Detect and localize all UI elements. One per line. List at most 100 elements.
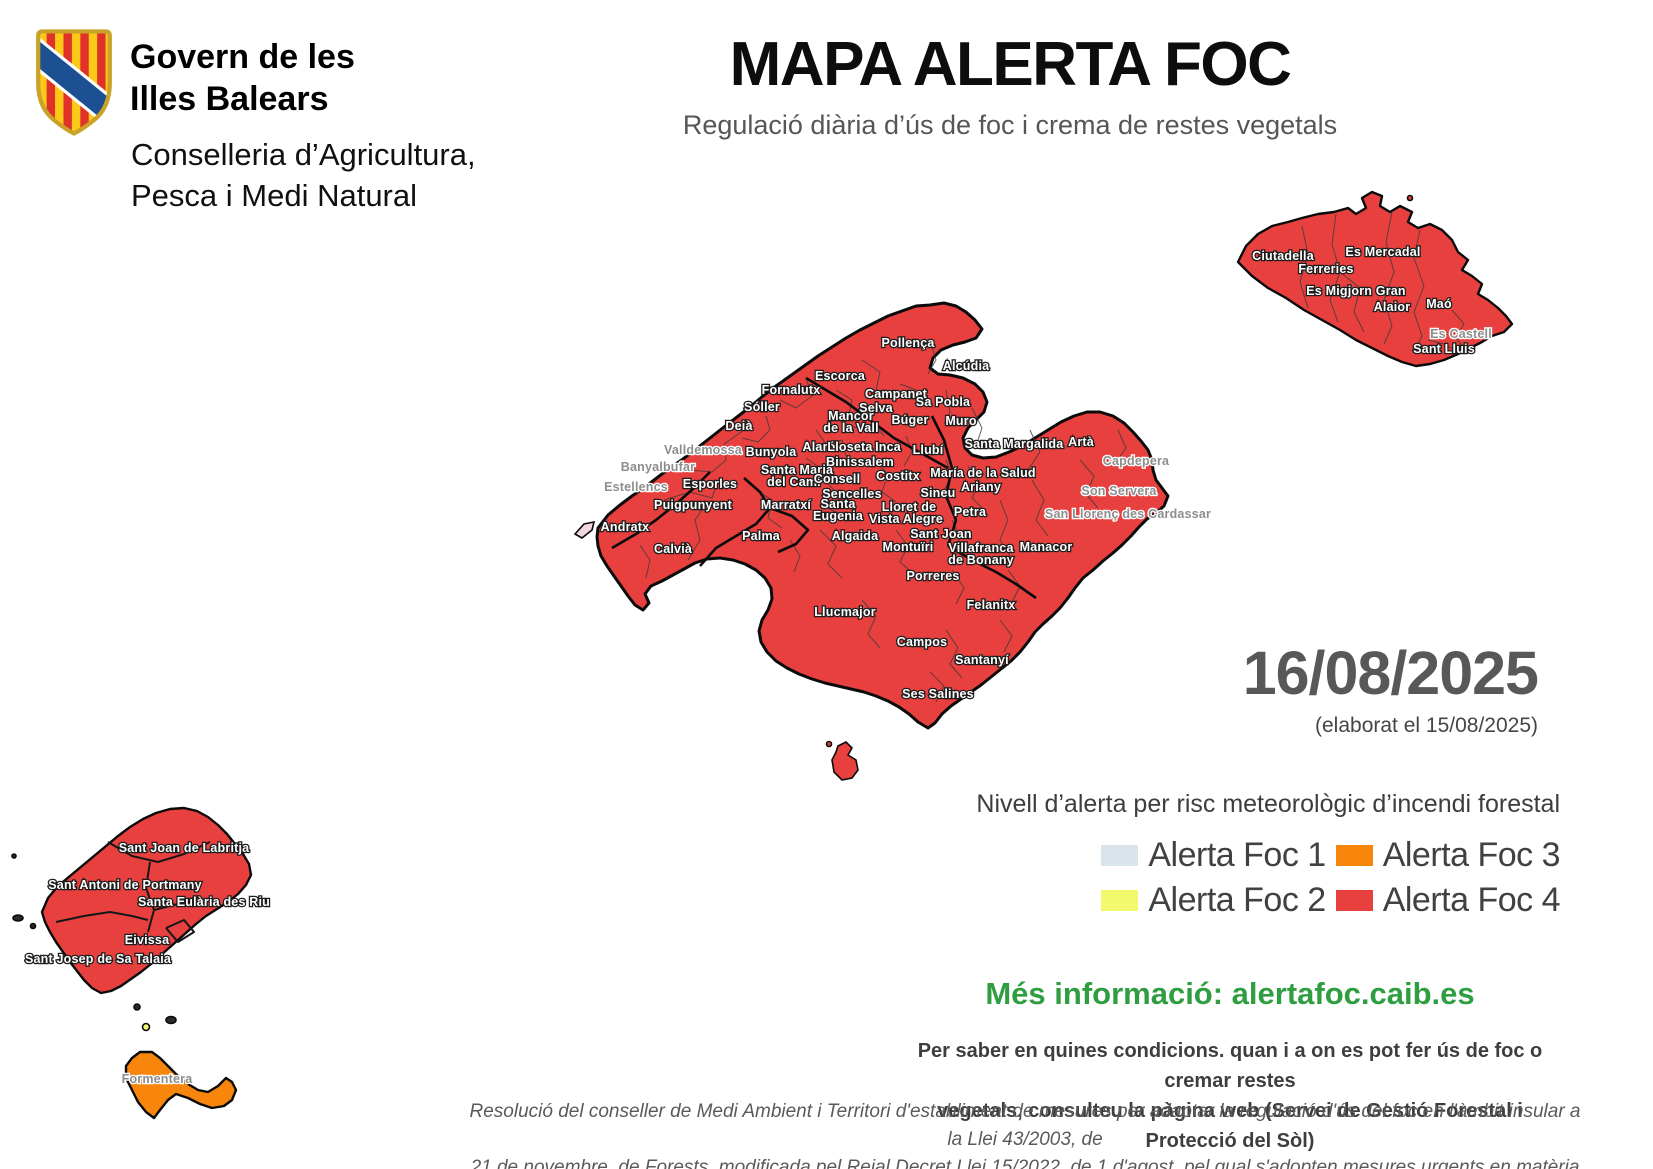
page-subtitle: Regulació diària d’ús de foc i crema de …: [682, 110, 1338, 140]
municipality-label: Formentera: [122, 1072, 194, 1086]
municipality-label: Porreres: [906, 569, 959, 583]
title-block: MAPA ALERTA FOC Regulació diària d’ús de…: [620, 32, 1400, 141]
municipality-label: Pollença: [881, 336, 935, 350]
org-name: Govern de les Illes Balears: [130, 36, 355, 120]
municipality-label: Vista Alegre: [869, 512, 943, 526]
elaboration-date: (elaborat el 15/08/2025): [1315, 714, 1538, 737]
department-name: Conselleria d’Agricultura, Pesca i Medi …: [131, 134, 476, 216]
eivissa-north-islet: [11, 853, 17, 859]
municipality-label: Santanyí: [955, 653, 1009, 667]
municipality-label: Eivissa: [125, 933, 170, 947]
municipality-label: Sa Pobla: [916, 395, 971, 409]
municipality-label: Selva: [859, 401, 894, 415]
municipality-label: María de la Salud: [930, 466, 1036, 480]
municipality-label: Lloret de: [882, 500, 937, 514]
conditions-text: Per saber en quines condicions. quan i a…: [900, 1036, 1560, 1156]
municipality-label: Sant Josep de Sa Talaia: [25, 952, 172, 966]
municipality-label: Alaró: [803, 440, 836, 454]
municipality-label: Santa Maria: [761, 463, 834, 477]
municipality-label: Consell: [814, 472, 861, 486]
municipality-label: San Llorenç des Cardassar: [1045, 507, 1211, 521]
department-line1: Conselleria d’Agricultura,: [131, 137, 476, 172]
municipality-label: Inca: [875, 440, 902, 454]
municipality-label: Llucmajor: [814, 605, 876, 619]
municipality-label: Valldemossa: [664, 443, 743, 457]
municipality-label: Es Mercadal: [1345, 245, 1420, 259]
org-name-line2: Illes Balears: [130, 80, 329, 118]
legend-title: Nivell d’alerta per risc meteorològic d’…: [976, 790, 1560, 818]
municipality-label: Ses Salines: [902, 687, 974, 701]
municipality-label: Sineu: [920, 486, 955, 500]
municipality-label: Lloseta: [827, 440, 873, 454]
eivissa-island-group: [11, 806, 253, 1032]
mallorca-labels: Pollença Alcúdia Escorca Fornalutx Sólle…: [599, 335, 1212, 703]
legend-swatch-foc1: [1101, 845, 1139, 866]
department-line2: Pesca i Medi Natural: [131, 178, 418, 213]
menorca-island-group: [1236, 190, 1514, 368]
municipality-label: Alcúdia: [943, 359, 990, 373]
legend-label-foc2: Alerta Foc 2: [1148, 881, 1326, 919]
municipality-label: Deià: [725, 419, 752, 433]
municipality-label: Es Migjorn Gran: [1306, 284, 1406, 298]
municipality-label: Es Castell: [1430, 327, 1492, 341]
shield-stripes: [38, 31, 110, 134]
legend-label-foc4: Alerta Foc 4: [1382, 881, 1561, 919]
conditions-line1: Per saber en quines condicions. quan i a…: [917, 1040, 1543, 1092]
es-freus-islet-1: [133, 1003, 141, 1011]
municipality-label: Sóller: [744, 400, 780, 414]
espalmador-islet: [141, 1022, 151, 1032]
eivissa-island: [40, 806, 253, 995]
municipality-label: Sant Joan de Labritja: [119, 841, 250, 855]
municipality-label: Sant Antoni de Portmany: [48, 878, 201, 892]
eivissa-labels: Sant Joan de Labritja Sant Antoni de Por…: [24, 840, 271, 1088]
municipality-label: Sencelles: [822, 487, 881, 501]
cabrera-islet: [831, 741, 859, 781]
municipality-label: Petra: [954, 505, 987, 519]
municipality-label: Bunyola: [746, 445, 798, 459]
municipality-label: de Bonany: [948, 553, 1014, 567]
municipality-label: Felanitx: [967, 598, 1016, 612]
municipality-label: Ciutadella: [1252, 249, 1315, 263]
menorca-north-islet: [1406, 194, 1414, 202]
more-info-link[interactable]: Més informació: alertafoc.caib.es: [985, 976, 1475, 1011]
municipality-label: Banyalbufar: [621, 460, 695, 474]
dragonera-islet: [573, 520, 596, 539]
municipality-label: Andratx: [601, 520, 650, 534]
menorca-labels: Ciutadella Ferreries Es Mercadal Es Migj…: [1251, 244, 1493, 358]
municipality-label: Maó: [1426, 297, 1452, 311]
municipality-label: Puigpunyent: [654, 498, 733, 512]
municipality-label: Fornalutx: [762, 383, 821, 397]
org-name-line1: Govern de les: [130, 38, 355, 76]
municipality-label: Esporles: [683, 477, 737, 491]
page-title: MAPA ALERTA FOC: [729, 30, 1292, 99]
municipality-label: Algaida: [832, 529, 879, 543]
municipality-label: Mancor: [828, 409, 874, 423]
resolution-text: Resolució del conseller de Medi Ambient …: [460, 1098, 1590, 1169]
municipality-label: Calvià: [654, 542, 692, 556]
eivissa-west-islet-2: [29, 922, 37, 930]
map-date: 16/08/2025: [1242, 639, 1539, 707]
municipality-label: Santa Margalida: [965, 437, 1065, 451]
legend-swatch-foc2: [1101, 890, 1139, 911]
mallorca-island: [595, 301, 1170, 730]
municipality-label: Sant Lluis: [1413, 342, 1475, 356]
municipality-label: Santa Eulària des Riu: [138, 895, 270, 909]
municipality-label: Llubí: [913, 443, 944, 457]
municipality-label: Artà: [1068, 435, 1094, 449]
municipality-label: Ferreries: [1298, 262, 1353, 276]
municipality-label: Marratxí: [761, 498, 812, 512]
legend-swatch-foc3: [1335, 845, 1373, 866]
municipality-label: Ariany: [961, 480, 1001, 494]
legend-swatch-foc4: [1335, 890, 1373, 911]
municipality-label: Búger: [891, 413, 928, 427]
municipality-label: del Camí: [767, 475, 821, 489]
municipality-label: Costitx: [876, 469, 920, 483]
municipality-label: Capdepera: [1103, 454, 1170, 468]
date-panel: 16/08/2025 (elaborat el 15/08/2025): [1120, 639, 1539, 738]
eivissa-municipal-borders: [55, 841, 211, 943]
menorca-island: [1236, 190, 1514, 368]
formentera-island: [124, 1050, 238, 1120]
alert-legend: Alerta Foc 1 Alerta Foc 3 Alerta Foc 2 A…: [930, 836, 1561, 920]
municipality-label: Montuïri: [883, 540, 934, 554]
